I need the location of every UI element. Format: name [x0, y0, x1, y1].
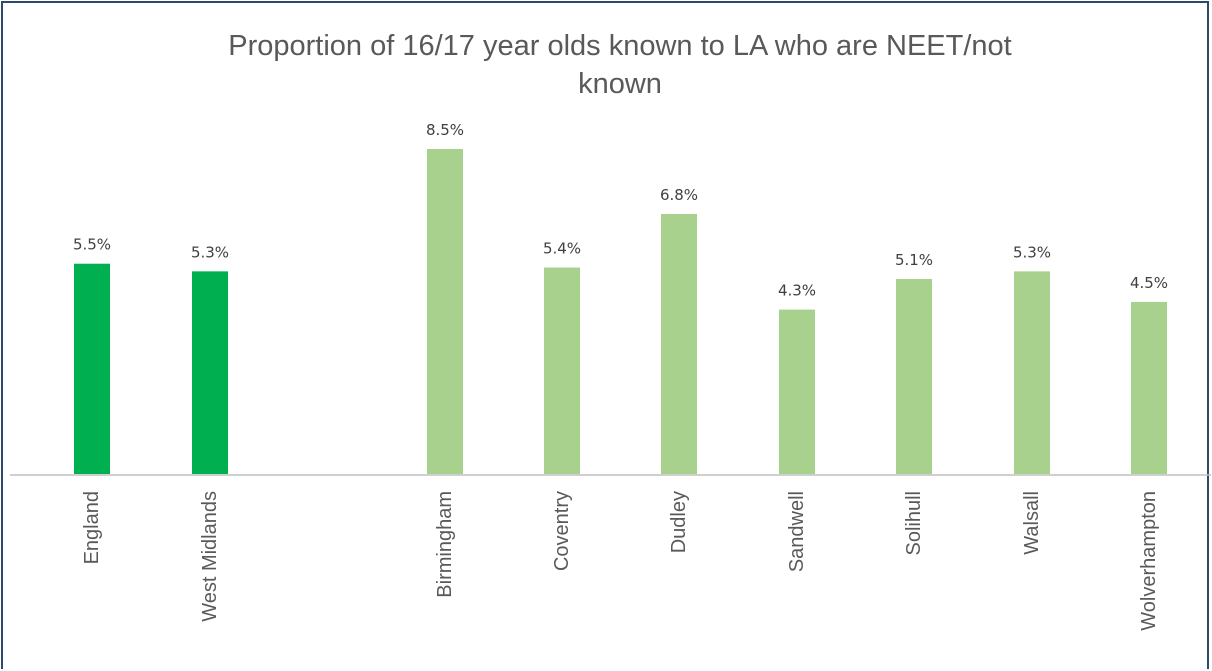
bars-layer: 5.5% England 5.3% West Midlands 8.5% Birmingh…: [73, 121, 1168, 631]
data-label-wolverhampton: 4.5%: [1130, 274, 1168, 292]
bar-walsall: [1014, 271, 1050, 474]
data-label-walsall: 5.3%: [1013, 243, 1051, 261]
category-label-birmingham: Birmingham: [434, 491, 456, 598]
category-label-england: England: [81, 491, 103, 564]
data-label-coventry: 5.4%: [543, 240, 581, 258]
chart-title-line-1: Proportion of 16/17 year olds known to L…: [228, 30, 1011, 62]
data-label-england: 5.5%: [73, 236, 111, 254]
category-label-solihull: Solihull: [903, 491, 925, 555]
category-label-dudley: Dudley: [668, 491, 690, 553]
bar-birmingham: [427, 149, 463, 474]
category-label-wolverhampton: Wolverhampton: [1138, 491, 1160, 631]
category-label-west-midlands: West Midlands: [199, 491, 221, 622]
data-label-solihull: 5.1%: [895, 251, 933, 269]
bar-chart: Proportion of 16/17 year olds known to L…: [10, 30, 1211, 631]
bar-sandwell: [779, 309, 815, 474]
category-label-walsall: Walsall: [1021, 491, 1043, 555]
bar-solihull: [896, 279, 932, 474]
data-label-birmingham: 8.5%: [426, 121, 464, 139]
data-label-west-midlands: 5.3%: [191, 243, 229, 261]
data-label-sandwell: 4.3%: [778, 282, 816, 300]
category-label-sandwell: Sandwell: [786, 491, 808, 572]
bar-coventry: [544, 267, 580, 474]
chart-title-line-2: known: [578, 68, 662, 100]
bar-wolverhampton: [1131, 301, 1167, 474]
data-label-dudley: 6.8%: [660, 186, 698, 204]
bar-dudley: [661, 214, 697, 474]
bar-west-midlands: [192, 271, 228, 474]
bar-england: [74, 263, 110, 474]
category-label-coventry: Coventry: [551, 491, 573, 571]
